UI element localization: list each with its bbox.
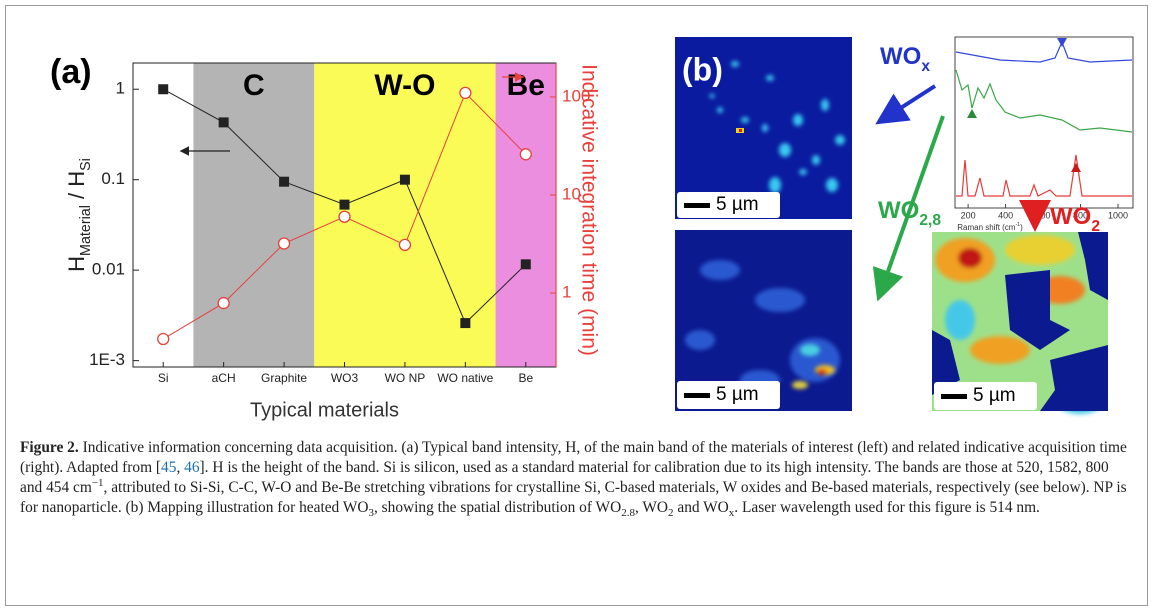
caption-text: . Laser wavelength used for this figure … (734, 499, 1040, 516)
map-wo28 (675, 230, 852, 411)
marker (460, 318, 471, 329)
region-label: C (243, 69, 265, 102)
marker (277, 237, 291, 250)
y2-tick-label: 10 (562, 184, 581, 203)
x-tick-label: WO3 (331, 371, 359, 385)
caption-text: Figure 2. (20, 439, 79, 456)
marker (279, 176, 290, 187)
text-part: Material (78, 205, 94, 256)
marker (459, 86, 472, 100)
text-part: ) (1020, 223, 1023, 232)
text-part: / H (64, 171, 89, 205)
chart-a: C W-O Be 1E-3 0.01 0.1 1 1 10 100 Si aCH Graphite WO3… (64, 62, 600, 421)
x-tick-label: aCH (212, 371, 236, 385)
caption-text: 2.8 (621, 507, 635, 520)
y2-tick-label: 1 (562, 283, 571, 302)
scale-label: 5 µm (716, 194, 759, 215)
reference-link[interactable]: 45 (161, 459, 177, 476)
scale-bar: 5 µm 5 µm 5 µm (677, 192, 1037, 410)
x-tick-label: WO NP (385, 371, 426, 385)
region-label: Be (507, 69, 545, 102)
figure-frame (5, 5, 1148, 606)
caption-text: −1 (91, 476, 104, 489)
y2-axis-label: Indicative integration time (min) (577, 64, 600, 356)
text-part: WO (880, 43, 921, 70)
marker (519, 148, 532, 161)
y-axis-label: HMaterial / HSi (64, 158, 94, 272)
panel-label: (b) (682, 51, 723, 87)
text-part: Raman shift (cm (957, 223, 1016, 232)
inset-axis-label: Raman shift (cm-1) (957, 222, 1023, 232)
marker (339, 199, 350, 210)
x-tick-label: Graphite (261, 371, 307, 385)
arrow (875, 84, 937, 125)
region-label: W-O (374, 69, 435, 102)
text-part: WO (1050, 203, 1091, 230)
inset-tick-label: 600 (1036, 210, 1051, 220)
y-tick-label: 1E-3 (89, 350, 125, 369)
marker (218, 117, 229, 128)
caption-text: 3 (368, 507, 374, 520)
caption-text: , (176, 459, 185, 476)
text-part: Si (78, 158, 94, 171)
caption-text: Indicative information concerning data a… (20, 439, 1127, 476)
scale-label: 5 µm (716, 384, 759, 405)
x-tick-label: WO native (437, 371, 493, 385)
inset-tick-label: 400 (998, 210, 1013, 220)
figure: C W-O Be 1E-3 0.01 0.1 1 1 10 100 Si aCH Graphite WO3… (50, 36, 1134, 421)
caption-text: , attributed to Si-Si, C-C, W-O and Be-B… (20, 479, 1127, 516)
text-part: 2,8 (919, 212, 941, 229)
marker (157, 332, 170, 346)
region (495, 63, 556, 367)
text-part: WO (878, 197, 919, 224)
arrow (872, 115, 945, 302)
marker (338, 210, 351, 223)
y-tick-label: 0.1 (101, 169, 125, 188)
marker (520, 259, 531, 270)
y2-tick-label: 100 (562, 86, 590, 105)
caption-text: , WO (634, 499, 669, 516)
species-label: WO2 (1050, 203, 1100, 234)
inset-tick-label: 800 (1073, 210, 1088, 220)
scale-label: 5 µm (973, 385, 1016, 406)
raman-inset: 200 400 600 800 1000 Raman shift (cm-1) (954, 36, 1134, 232)
marker (399, 174, 410, 185)
panel-label: (a) (50, 53, 92, 91)
x-tick-label: Be (518, 371, 533, 385)
x-tick-label: Si (158, 371, 169, 385)
y-tick-label: 1 (116, 79, 125, 98)
caption: Figure 2. Indicative information concern… (20, 438, 1132, 520)
y-tick-label: 0.01 (92, 260, 125, 279)
reference-link[interactable]: 46 (184, 459, 200, 476)
text-part: x (921, 58, 930, 75)
inset-tick-label: 200 (961, 210, 976, 220)
map-wox (675, 37, 852, 219)
caption-text: 2 (668, 507, 674, 520)
text-part: 2 (1091, 218, 1100, 235)
species-label: WO2,8 (878, 197, 941, 228)
caption-text: x (728, 507, 735, 520)
text-part: H (64, 256, 89, 272)
marker (158, 84, 169, 95)
species-label: WOx (880, 43, 930, 74)
caption-text: and WO (673, 499, 729, 516)
map-wo2 (932, 232, 1108, 414)
marker (398, 238, 412, 252)
region (193, 63, 315, 367)
caption-text: ]. H is the height of the band. Si is si… (20, 459, 1109, 496)
inset-tick-label: 1000 (1108, 210, 1128, 220)
caption-text: , showing the spatial distribution of WO (373, 499, 622, 516)
text-part: -1 (1015, 222, 1020, 228)
x-axis-label: Typical materials (250, 399, 399, 421)
marker (217, 296, 230, 310)
